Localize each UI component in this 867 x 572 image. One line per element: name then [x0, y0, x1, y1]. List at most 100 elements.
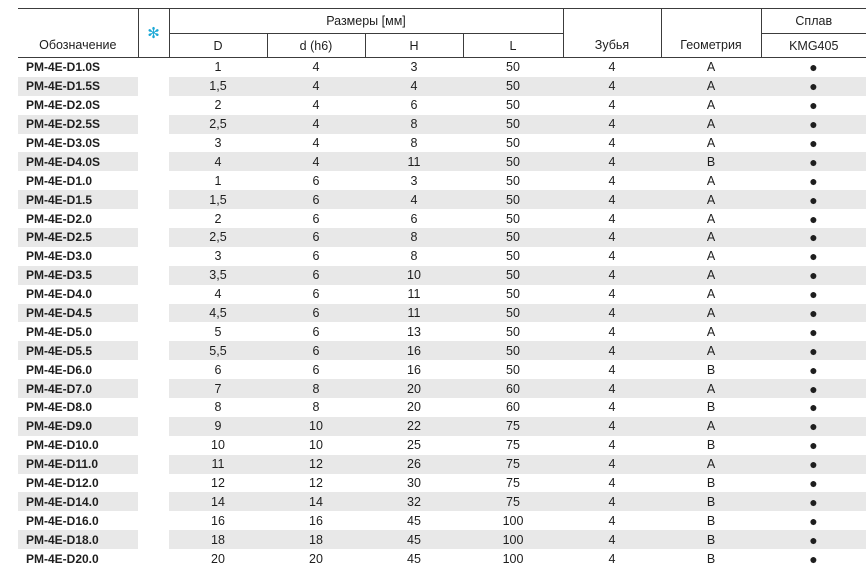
row-star-cell: [138, 436, 169, 455]
row-H: 10: [365, 265, 463, 285]
table-row: PM-4E-D2.5S 2,5 4 8 50 4 A ●: [18, 114, 866, 134]
row-H: 11: [365, 303, 463, 323]
row-L: 100: [463, 530, 563, 550]
row-d: 6: [267, 190, 365, 210]
row-star-cell: [138, 134, 169, 153]
row-designation: PM-4E-D2.5: [18, 228, 138, 247]
row-alloy-dot: ●: [809, 323, 818, 340]
row-geometry: A: [661, 190, 761, 210]
row-H: 8: [365, 114, 463, 134]
table-row: PM-4E-D14.0 14 14 32 75 4 B ●: [18, 492, 866, 512]
row-star-cell: [138, 549, 169, 568]
row-teeth: 4: [563, 341, 661, 361]
row-teeth: 4: [608, 324, 616, 339]
row-designation: PM-4E-D14.0: [18, 492, 138, 512]
row-H: 32: [365, 492, 463, 512]
row-star-cell: [138, 209, 169, 228]
row-geometry: A: [706, 136, 716, 150]
header-alloy: Сплав: [760, 8, 866, 34]
row-d: 4: [312, 60, 320, 75]
row-designation: PM-4E-D20.0: [26, 551, 99, 566]
table-row: PM-4E-D2.5 2,5 6 8 50 4 A ●: [18, 228, 866, 247]
row-L: 50: [463, 190, 563, 210]
row-alloy-dot: ●: [761, 76, 866, 96]
row-H: 8: [410, 249, 418, 264]
row-H: 4: [365, 76, 463, 96]
row-L: 50: [463, 76, 563, 96]
row-star-cell: [138, 474, 169, 493]
header-teeth: Зубья: [562, 8, 661, 58]
header-designation: Обозначение: [18, 8, 138, 58]
row-D: 8: [214, 400, 222, 415]
row-H: 4: [365, 190, 463, 210]
row-H: 11: [365, 152, 463, 172]
row-alloy-dot: ●: [761, 303, 866, 323]
header-alloy-grade: KMG405: [760, 33, 866, 58]
row-geometry: A: [661, 416, 761, 436]
row-star-cell: [138, 190, 169, 210]
row-H: 25: [407, 438, 421, 453]
table-row: PM-4E-D1.0S 1 4 3 50 4 A ●: [18, 58, 866, 77]
row-teeth: 4: [608, 249, 616, 264]
row-teeth: 4: [563, 265, 661, 285]
row-alloy-dot: ●: [809, 135, 818, 151]
table-row: PM-4E-D1.5S 1,5 4 4 50 4 A ●: [18, 76, 866, 96]
row-alloy-dot: ●: [809, 286, 818, 303]
row-d: 6: [312, 249, 320, 264]
table-row: PM-4E-D2.0S 2 4 6 50 4 A ●: [18, 96, 866, 115]
row-designation: PM-4E-D2.0S: [26, 98, 101, 113]
row-geometry: B: [661, 492, 761, 512]
row-D: 5,5: [169, 341, 267, 361]
row-L: 50: [506, 211, 520, 226]
table-row: PM-4E-D12.0 12 12 30 75 4 B ●: [18, 474, 866, 493]
row-teeth: 4: [608, 60, 616, 75]
row-designation: PM-4E-D3.0S: [26, 136, 101, 150]
row-teeth: 4: [608, 98, 616, 113]
row-designation: PM-4E-D5.0: [26, 324, 93, 339]
row-L: 50: [506, 60, 520, 75]
row-teeth: 4: [563, 114, 661, 134]
row-L: 50: [463, 114, 563, 134]
row-L: 75: [506, 438, 520, 453]
row-d: 6: [267, 228, 365, 247]
row-L: 50: [463, 341, 563, 361]
row-d: 4: [267, 114, 365, 134]
row-designation: PM-4E-D4.5: [18, 303, 138, 323]
row-designation: PM-4E-D2.5S: [18, 114, 138, 134]
row-star-cell: [138, 171, 169, 190]
row-teeth: 4: [608, 211, 616, 226]
header-dimensions: Размеры [мм]: [168, 8, 563, 34]
row-D: 16: [211, 513, 225, 528]
row-teeth: 4: [563, 190, 661, 210]
row-L: 50: [463, 152, 563, 172]
row-geometry: A: [661, 228, 761, 247]
row-teeth: 4: [608, 136, 616, 150]
row-D: 4: [214, 287, 222, 302]
row-D: 4: [169, 152, 267, 172]
row-designation: PM-4E-D1.0: [26, 173, 93, 188]
row-L: 75: [463, 454, 563, 474]
row-star-cell: [138, 114, 169, 134]
row-D: 7: [169, 379, 267, 399]
row-H: 13: [407, 324, 421, 339]
row-D: 1,5: [169, 190, 267, 210]
row-H: 45: [407, 513, 421, 528]
row-L: 60: [463, 379, 563, 399]
row-H: 6: [410, 211, 418, 226]
row-D: 1: [214, 60, 222, 75]
row-d: 4: [312, 136, 320, 150]
row-alloy-dot: ●: [761, 416, 866, 436]
row-teeth: 4: [563, 454, 661, 474]
row-L: 50: [506, 249, 520, 264]
row-designation: PM-4E-D12.0: [26, 476, 99, 491]
row-alloy-dot: ●: [809, 475, 818, 492]
row-geometry: B: [706, 362, 716, 377]
row-H: 16: [365, 341, 463, 361]
row-star-cell: [138, 96, 169, 115]
row-D: 2,5: [169, 228, 267, 247]
row-teeth: 4: [608, 438, 616, 453]
row-L: 50: [506, 287, 520, 302]
row-H: 16: [407, 362, 421, 377]
row-alloy-dot: ●: [761, 454, 866, 474]
table-row: PM-4E-D1.5 1,5 6 4 50 4 A ●: [18, 190, 866, 210]
